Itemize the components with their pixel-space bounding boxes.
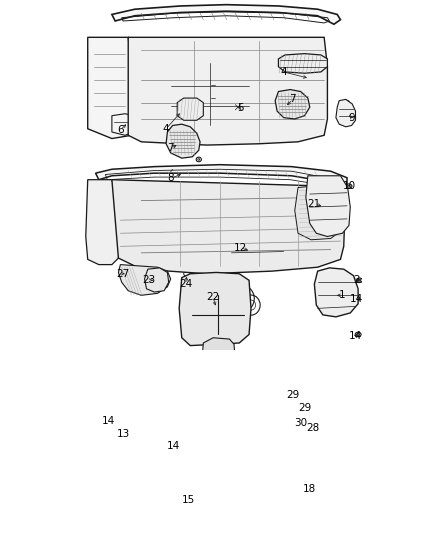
Polygon shape — [86, 180, 120, 264]
Text: 29: 29 — [298, 403, 311, 413]
Polygon shape — [301, 402, 328, 429]
Polygon shape — [95, 165, 347, 189]
Polygon shape — [201, 338, 236, 378]
Polygon shape — [279, 54, 328, 73]
Polygon shape — [314, 268, 358, 317]
Polygon shape — [174, 449, 246, 502]
Text: 22: 22 — [206, 292, 220, 302]
Text: 23: 23 — [142, 275, 156, 285]
Text: 7: 7 — [167, 143, 174, 154]
Bar — [265, 246, 285, 254]
Text: 8: 8 — [167, 173, 174, 183]
Polygon shape — [179, 272, 251, 345]
Text: 28: 28 — [306, 423, 319, 433]
Text: 7: 7 — [290, 94, 296, 104]
Text: 6: 6 — [117, 125, 124, 135]
Text: 30: 30 — [294, 418, 307, 427]
Text: 12: 12 — [234, 243, 247, 253]
Polygon shape — [112, 5, 340, 24]
Polygon shape — [88, 37, 141, 139]
Text: 27: 27 — [117, 269, 130, 279]
Text: 5: 5 — [237, 103, 244, 113]
Polygon shape — [128, 37, 328, 145]
Text: 18: 18 — [303, 484, 316, 494]
Text: 4: 4 — [163, 124, 170, 134]
Polygon shape — [306, 176, 350, 237]
Bar — [239, 246, 259, 254]
Text: 4: 4 — [280, 67, 287, 77]
Polygon shape — [177, 98, 203, 120]
Polygon shape — [275, 90, 310, 119]
Text: 24: 24 — [179, 279, 192, 289]
Polygon shape — [114, 420, 138, 442]
Text: 14: 14 — [167, 440, 180, 450]
Bar — [297, 467, 315, 483]
Polygon shape — [145, 268, 169, 292]
Text: 14: 14 — [102, 416, 115, 426]
Polygon shape — [166, 124, 200, 158]
Polygon shape — [295, 184, 344, 240]
Bar — [171, 63, 249, 125]
Text: 13: 13 — [117, 430, 130, 439]
Polygon shape — [336, 99, 356, 127]
Text: 9: 9 — [348, 112, 355, 123]
Text: 14: 14 — [350, 294, 364, 304]
Polygon shape — [112, 180, 345, 274]
Polygon shape — [118, 264, 171, 295]
Polygon shape — [265, 454, 323, 500]
Text: 15: 15 — [182, 495, 195, 505]
Bar — [231, 245, 284, 263]
Text: 10: 10 — [343, 181, 356, 191]
Text: 14: 14 — [349, 332, 362, 342]
Bar — [272, 462, 314, 488]
Text: 1: 1 — [339, 290, 346, 300]
Polygon shape — [174, 365, 213, 413]
Text: 21: 21 — [308, 199, 321, 209]
Text: 29: 29 — [286, 390, 300, 400]
Text: 2: 2 — [353, 275, 360, 285]
Bar — [216, 465, 241, 484]
